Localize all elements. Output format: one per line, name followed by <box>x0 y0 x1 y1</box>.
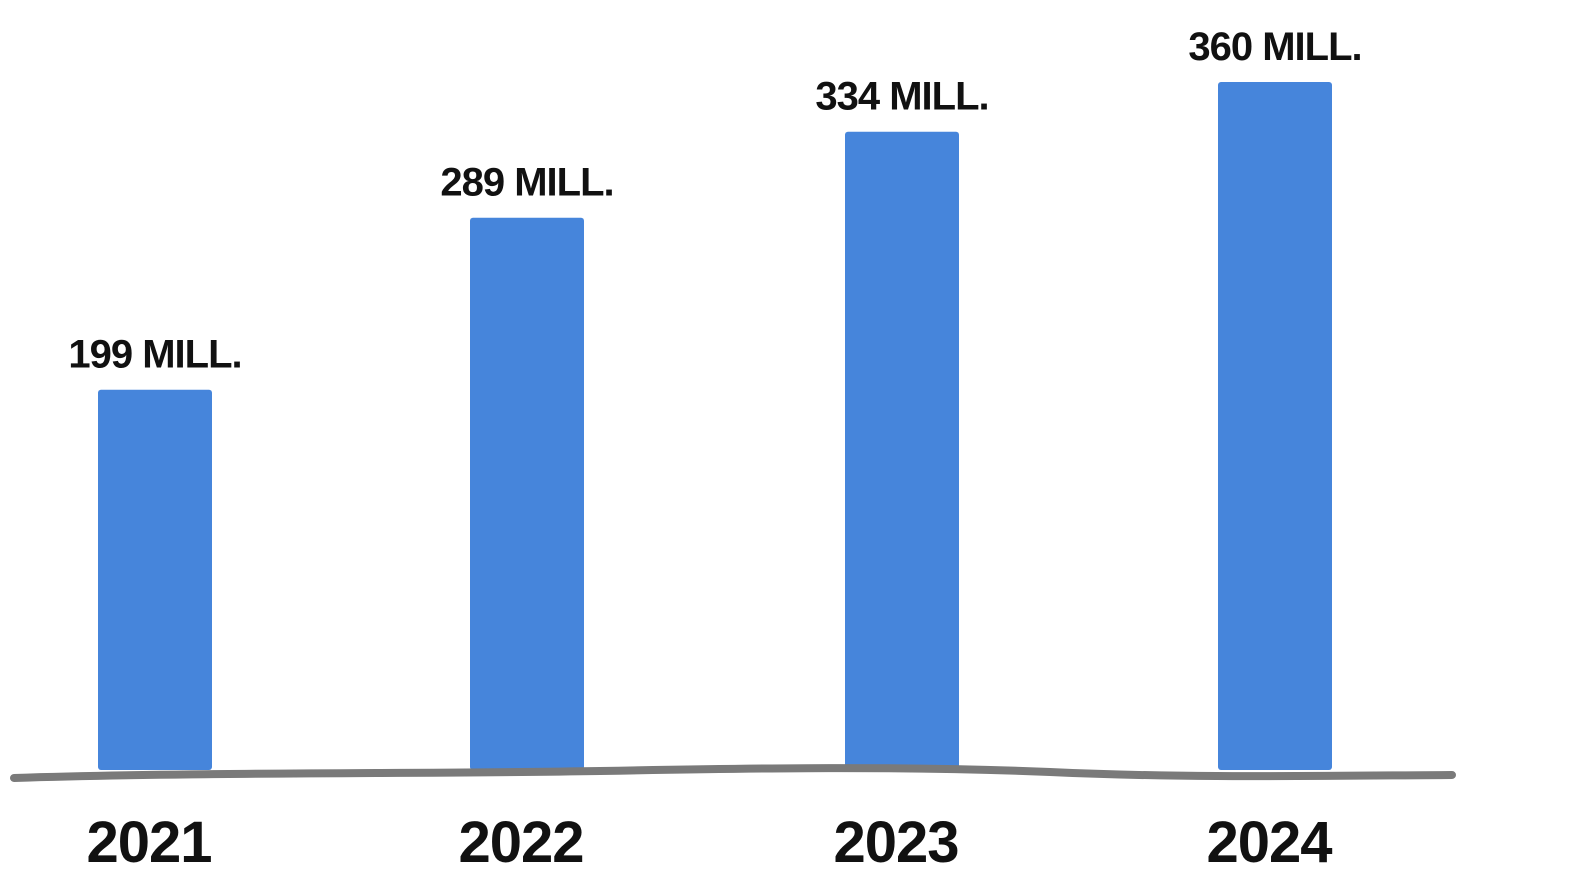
x-tick-label-2023: 2023 <box>833 810 958 875</box>
bar-2023 <box>845 131 959 770</box>
data-labels-layer: 199 MILL. 289 MILL. 334 MILL. 360 MILL. <box>68 25 1362 377</box>
x-tick-label-2024: 2024 <box>1206 810 1332 875</box>
bar-2021 <box>98 389 212 770</box>
data-label-2021: 199 MILL. <box>68 333 241 377</box>
x-tick-label-2021: 2021 <box>86 810 211 875</box>
x-tick-labels-layer: 2021 2022 2023 2024 <box>86 810 1333 875</box>
x-tick-label-2022: 2022 <box>458 810 583 875</box>
data-label-2023: 334 MILL. <box>815 75 988 119</box>
bar-2022 <box>470 217 584 770</box>
x-axis-line <box>10 764 1456 782</box>
bars-layer <box>98 82 1332 770</box>
bar-2024 <box>1218 82 1332 770</box>
data-label-2022: 289 MILL. <box>440 161 613 205</box>
data-label-2024: 360 MILL. <box>1188 25 1361 69</box>
